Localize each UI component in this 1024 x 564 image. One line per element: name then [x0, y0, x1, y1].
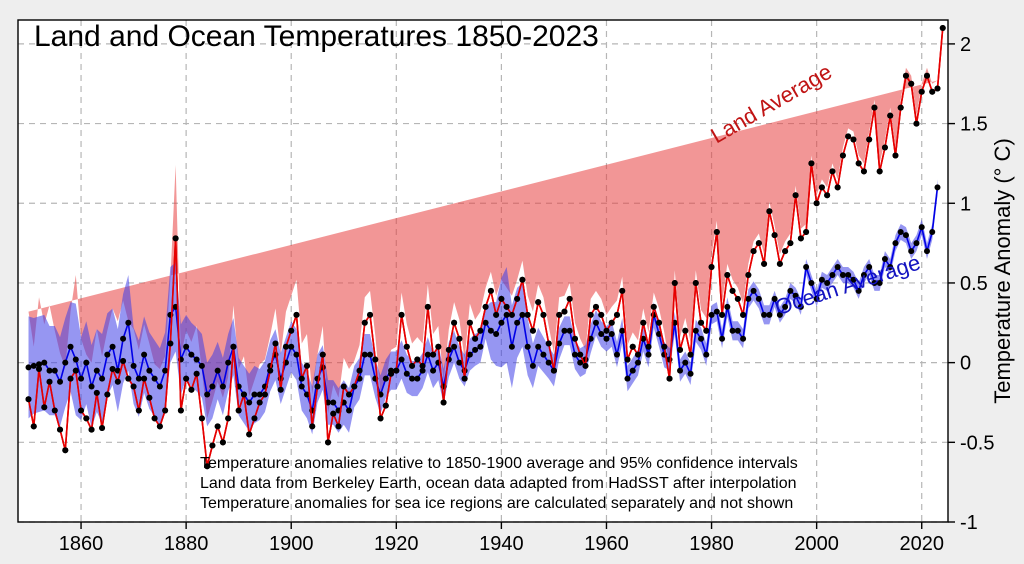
- x-tick-label: 2020: [899, 533, 944, 555]
- x-tick-label: 1900: [269, 533, 314, 555]
- x-tick-label: 1920: [374, 533, 419, 555]
- x-tick-label: 2000: [794, 533, 839, 555]
- caption-line: Temperature anomalies relative to 1850-1…: [200, 455, 798, 472]
- y-tick-label: 0.5: [960, 273, 988, 295]
- y-tick-label: 1.5: [960, 114, 988, 136]
- caption-line: Temperature anomalies for sea ice region…: [200, 495, 793, 512]
- y-tick-label: -0.5: [960, 432, 994, 454]
- x-tick-label: 1940: [479, 533, 524, 555]
- x-tick-label: 1960: [584, 533, 629, 555]
- x-tick-label: 1980: [689, 533, 734, 555]
- y-tick-label: 1: [960, 193, 971, 215]
- y-tick-label: -1: [960, 512, 978, 534]
- chart-root: 1860 1880 1900 1920 1940 1960 1980 2000 2020 -1 -0…: [0, 0, 1024, 564]
- chart-title: Land and Ocean Temperatures 1850-2023: [34, 20, 599, 53]
- y-axis-label: Temperature Anomaly (° C): [990, 138, 1015, 404]
- x-tick-label: 1880: [164, 533, 209, 555]
- y-tick-label: 0: [960, 353, 971, 375]
- caption-line: Land data from Berkeley Earth, ocean dat…: [200, 475, 797, 492]
- y-tick-label: 2: [960, 34, 971, 56]
- chart-svg: 1860 1880 1900 1920 1940 1960 1980 2000 2020 -1 -0…: [0, 0, 1024, 564]
- x-tick-label: 1860: [59, 533, 104, 555]
